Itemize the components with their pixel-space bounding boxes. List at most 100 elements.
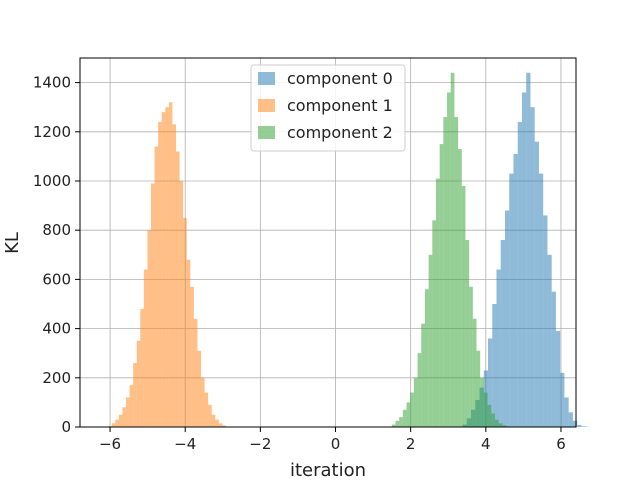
bar-component-2-3 (399, 417, 403, 427)
bar-component-1-6 (130, 385, 134, 427)
bar-component-2-11 (429, 255, 433, 427)
x-tick-label-5: 4 (481, 435, 491, 453)
bar-component-0-28 (581, 426, 585, 427)
bar-component-1-26 (201, 378, 205, 427)
bar-component-2-12 (432, 220, 436, 427)
bar-component-0-12 (513, 154, 517, 427)
legend-label-component-2: component 2 (287, 123, 393, 142)
bar-component-2-30 (499, 423, 503, 427)
bar-component-1-25 (197, 351, 201, 427)
bar-component-1-14 (158, 122, 162, 427)
x-tick-label-2: −2 (249, 435, 271, 453)
bar-component-0-13 (518, 122, 522, 427)
bar-component-1-20 (180, 181, 184, 427)
y-axis-label: KL (2, 232, 23, 254)
bar-component-2-23 (473, 319, 477, 427)
y-axis-ticks: 0 200 400 600 800 1000 1200 1400 (33, 74, 80, 436)
legend: component 0 component 1 component 2 (251, 65, 405, 151)
bar-component-1-11 (147, 230, 151, 427)
bar-component-1-10 (144, 270, 148, 427)
bar-component-2-25 (480, 378, 484, 427)
series-component-0 (463, 73, 590, 427)
x-tick-label-4: 2 (406, 435, 416, 453)
bar-component-0-8 (496, 270, 500, 427)
bar-component-0-27 (577, 425, 581, 427)
bar-component-2-6 (410, 393, 414, 427)
bar-component-1-8 (137, 341, 141, 427)
bar-component-0-20 (547, 255, 551, 427)
bar-component-2-26 (484, 393, 488, 427)
y-tick-label-6: 1200 (33, 123, 71, 141)
bar-component-0-9 (501, 240, 505, 427)
bar-component-0-26 (573, 421, 577, 427)
bar-component-0-11 (509, 174, 513, 427)
bar-component-2-22 (469, 287, 473, 427)
legend-swatch-component-0 (258, 72, 275, 85)
bar-component-2-13 (436, 179, 440, 427)
y-tick-label-2: 400 (42, 320, 71, 338)
bar-component-2-18 (454, 117, 458, 427)
bar-component-1-21 (183, 218, 187, 427)
y-tick-label-5: 1000 (33, 172, 71, 190)
x-tick-label-0: −6 (99, 435, 121, 453)
bar-component-1-7 (133, 363, 137, 427)
bar-component-1-2 (115, 420, 119, 427)
bar-component-2-24 (476, 351, 480, 427)
bar-component-0-21 (552, 292, 556, 427)
bar-component-2-15 (443, 117, 447, 427)
bar-component-2-21 (465, 240, 469, 427)
bar-component-2-7 (414, 378, 418, 427)
legend-swatch-component-2 (258, 126, 275, 139)
bar-component-2-28 (491, 413, 495, 427)
y-tick-label-4: 800 (42, 221, 71, 239)
bar-component-1-15 (162, 112, 166, 427)
bar-component-0-24 (564, 397, 568, 427)
bar-component-1-28 (208, 405, 212, 427)
bar-component-2-10 (425, 289, 429, 427)
x-axis-label: iteration (290, 460, 366, 480)
bar-component-2-19 (458, 149, 462, 427)
bar-component-0-10 (505, 211, 509, 427)
bar-component-0-7 (492, 304, 496, 427)
bar-component-2-16 (447, 92, 451, 427)
bar-component-0-17 (535, 142, 539, 427)
bar-component-1-22 (187, 260, 191, 427)
y-tick-label-0: 0 (61, 418, 71, 436)
bar-component-1-12 (151, 183, 155, 427)
bar-component-0-16 (530, 107, 534, 427)
bar-component-1-9 (140, 309, 144, 427)
bar-component-1-30 (215, 420, 219, 427)
bar-component-1-5 (126, 397, 130, 427)
y-tick-label-7: 1400 (33, 74, 71, 92)
bar-component-2-2 (395, 421, 399, 427)
bar-component-1-24 (194, 319, 198, 427)
bar-component-1-19 (176, 151, 180, 427)
bar-component-1-27 (205, 393, 209, 427)
bar-component-0-15 (526, 73, 530, 427)
legend-swatch-component-1 (258, 99, 275, 112)
bar-component-2-27 (488, 405, 492, 427)
bar-component-0-23 (560, 373, 564, 427)
bar-component-0-18 (539, 174, 543, 427)
bar-component-2-29 (495, 420, 499, 427)
legend-label-component-0: component 0 (287, 69, 393, 88)
bar-component-2-9 (421, 324, 425, 427)
bar-component-1-16 (165, 107, 169, 427)
legend-label-component-1: component 1 (287, 96, 393, 115)
bar-component-1-23 (190, 287, 194, 427)
bar-component-0-19 (543, 215, 547, 427)
bar-component-2-8 (418, 353, 422, 427)
y-tick-label-3: 600 (42, 270, 71, 288)
bar-component-2-14 (440, 144, 444, 427)
x-tick-label-1: −4 (174, 435, 196, 453)
bar-component-0-14 (522, 92, 526, 427)
bar-component-1-31 (219, 423, 223, 427)
bar-component-1-29 (212, 415, 216, 427)
bar-component-1-18 (172, 124, 176, 427)
y-tick-label-1: 200 (42, 369, 71, 387)
bar-component-2-5 (407, 402, 411, 427)
x-tick-label-3: 0 (331, 435, 341, 453)
series-component-1 (108, 102, 229, 427)
bar-component-2-17 (451, 73, 455, 427)
